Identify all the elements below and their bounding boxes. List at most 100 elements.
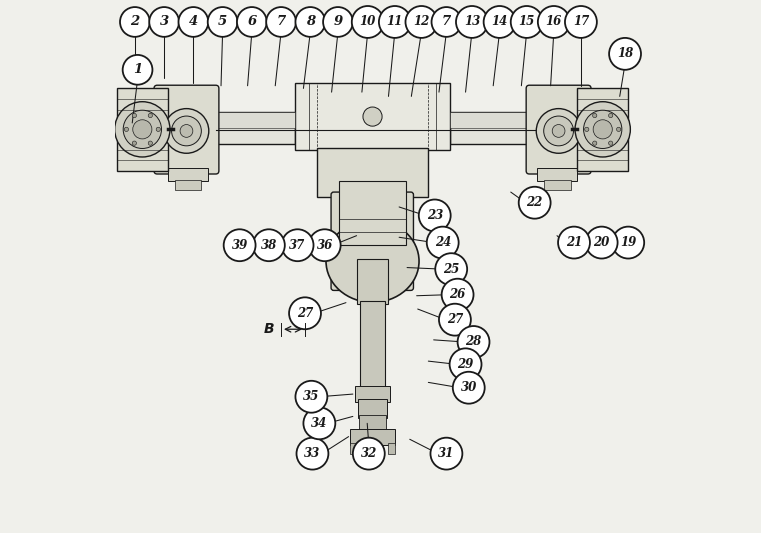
Circle shape (120, 7, 150, 37)
Circle shape (352, 6, 384, 38)
Circle shape (543, 116, 574, 146)
FancyBboxPatch shape (577, 88, 628, 171)
Bar (357, 259, 388, 304)
Bar (450, 112, 572, 144)
Circle shape (363, 107, 382, 126)
Circle shape (558, 227, 590, 259)
Circle shape (304, 407, 336, 439)
Circle shape (609, 38, 641, 70)
Circle shape (435, 253, 467, 285)
Circle shape (439, 304, 471, 336)
Text: 38: 38 (261, 239, 277, 252)
Text: 36: 36 (317, 239, 333, 252)
Bar (175, 180, 202, 190)
Bar (174, 112, 295, 144)
Text: 39: 39 (231, 239, 248, 252)
Bar (360, 301, 385, 389)
Circle shape (431, 7, 461, 37)
Text: 37: 37 (289, 239, 306, 252)
Circle shape (609, 114, 613, 118)
Text: 29: 29 (457, 358, 473, 371)
FancyBboxPatch shape (295, 83, 450, 150)
Bar (450, 112, 572, 128)
Text: 16: 16 (546, 15, 562, 28)
Text: 12: 12 (413, 15, 429, 28)
Text: 7: 7 (276, 15, 285, 28)
Circle shape (132, 114, 136, 118)
Circle shape (132, 141, 136, 146)
Text: 32: 32 (361, 447, 377, 460)
Text: 23: 23 (427, 209, 443, 222)
FancyBboxPatch shape (526, 85, 591, 174)
Text: 9: 9 (333, 15, 342, 28)
Text: 14: 14 (492, 15, 508, 28)
Circle shape (450, 349, 482, 380)
Circle shape (266, 7, 296, 37)
Text: 31: 31 (438, 447, 454, 460)
Bar (359, 415, 386, 430)
Text: 8: 8 (306, 15, 315, 28)
Circle shape (565, 6, 597, 38)
Text: 1: 1 (133, 63, 142, 76)
Text: 19: 19 (620, 236, 636, 249)
Circle shape (123, 110, 161, 149)
Circle shape (609, 141, 613, 146)
Circle shape (457, 326, 489, 358)
Text: 11: 11 (387, 15, 403, 28)
Circle shape (552, 125, 565, 138)
Circle shape (353, 438, 385, 470)
Text: 27: 27 (447, 313, 463, 326)
Text: 30: 30 (460, 381, 477, 394)
Circle shape (427, 227, 459, 259)
Text: 15: 15 (518, 15, 535, 28)
FancyBboxPatch shape (339, 181, 406, 245)
Text: 25: 25 (443, 263, 460, 276)
Circle shape (593, 120, 613, 139)
Circle shape (156, 127, 161, 132)
Circle shape (164, 109, 209, 154)
Circle shape (586, 227, 618, 259)
Text: 27: 27 (297, 307, 313, 320)
Circle shape (616, 127, 621, 132)
Bar (358, 399, 387, 418)
Circle shape (419, 199, 451, 231)
Text: 13: 13 (463, 15, 480, 28)
Circle shape (282, 229, 314, 261)
Circle shape (224, 229, 256, 261)
Text: 6: 6 (247, 15, 256, 28)
Circle shape (538, 6, 570, 38)
Circle shape (613, 227, 644, 259)
Circle shape (406, 6, 438, 38)
Circle shape (179, 7, 209, 37)
FancyBboxPatch shape (117, 88, 168, 171)
Circle shape (295, 7, 325, 37)
Bar (350, 429, 395, 445)
Text: 10: 10 (360, 15, 376, 28)
Circle shape (115, 102, 170, 157)
Circle shape (132, 120, 152, 139)
Bar (168, 168, 208, 181)
Circle shape (453, 372, 485, 403)
Bar (355, 386, 390, 402)
Text: 22: 22 (527, 196, 543, 209)
Circle shape (456, 6, 488, 38)
Circle shape (171, 116, 202, 146)
FancyBboxPatch shape (331, 192, 413, 290)
Ellipse shape (326, 220, 419, 302)
Text: 2: 2 (130, 15, 139, 28)
Text: 28: 28 (466, 335, 482, 349)
Circle shape (295, 381, 327, 413)
Circle shape (323, 7, 353, 37)
Circle shape (237, 7, 267, 37)
Bar (544, 180, 571, 190)
Text: 24: 24 (435, 236, 451, 249)
Circle shape (379, 6, 411, 38)
Circle shape (148, 141, 152, 146)
Text: 17: 17 (573, 15, 589, 28)
Circle shape (441, 279, 473, 311)
Circle shape (289, 297, 321, 329)
Circle shape (149, 7, 179, 37)
Circle shape (208, 7, 237, 37)
Circle shape (584, 127, 589, 132)
Circle shape (584, 110, 622, 149)
